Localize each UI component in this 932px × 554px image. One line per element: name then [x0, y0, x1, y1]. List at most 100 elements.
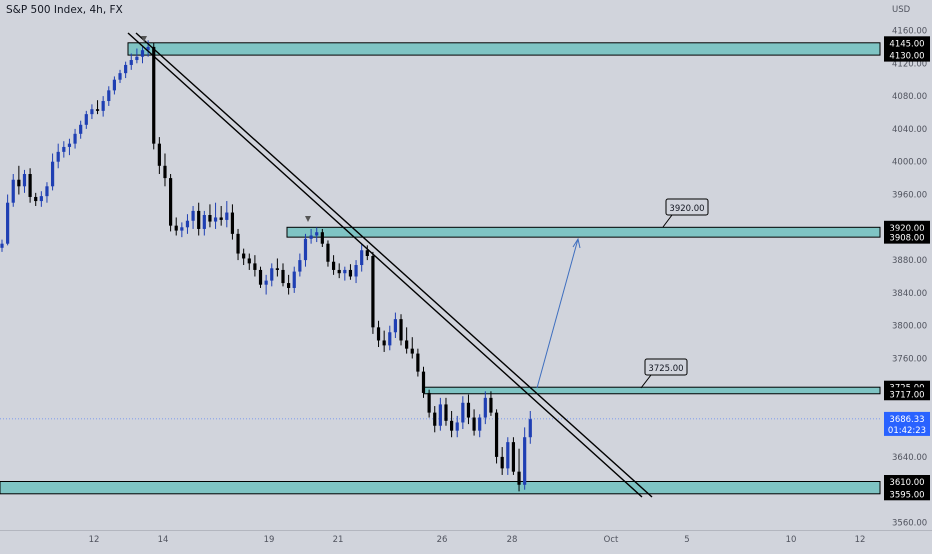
- candle-body: [174, 225, 178, 231]
- candle-body: [79, 124, 83, 134]
- x-tick-label: 21: [333, 535, 344, 545]
- candle-body: [337, 269, 341, 274]
- candle-body: [180, 227, 184, 231]
- candle-body: [62, 146, 66, 152]
- candle-body: [84, 114, 88, 125]
- y-tick-label: 4000.00: [892, 158, 927, 168]
- x-tick-label: 28: [507, 535, 518, 545]
- candle-body: [410, 348, 414, 354]
- y-tick-label: 3840.00: [892, 289, 927, 299]
- candle-body: [197, 210, 201, 229]
- candle-body: [275, 268, 279, 270]
- candle-body: [399, 319, 403, 341]
- candle-body: [360, 250, 364, 266]
- candle-body: [95, 109, 100, 111]
- candle-body: [523, 437, 527, 485]
- candle-body: [191, 210, 195, 221]
- candle-body: [45, 186, 49, 197]
- callout-label: 3920.00: [669, 204, 704, 214]
- candle-countdown-label: 01:42:23: [888, 426, 926, 436]
- callout-box: [665, 198, 709, 216]
- candle-body: [17, 179, 21, 187]
- candle-body: [478, 417, 482, 431]
- candle-body: [253, 263, 257, 270]
- candle-body: [331, 261, 336, 270]
- current-price-label: 3686.33: [889, 415, 924, 425]
- candle-body: [202, 215, 206, 229]
- x-tick-label: 12: [855, 535, 866, 545]
- x-tick-label: Oct: [604, 535, 619, 545]
- candle-body: [421, 371, 426, 393]
- candle-body: [511, 442, 516, 472]
- zone-box: [286, 226, 881, 238]
- candle-body: [264, 280, 268, 285]
- candle-body: [483, 397, 487, 418]
- trendline-upper: [127, 32, 643, 498]
- current-price-tag: [884, 411, 930, 436]
- zone-price-label: 3610.00: [889, 478, 924, 488]
- candle-body: [315, 232, 319, 236]
- candle-body: [219, 217, 223, 220]
- candle-body: [28, 174, 32, 197]
- zone-price-label: 4145.00: [889, 39, 924, 49]
- candle-body: [0, 243, 4, 248]
- plot-area[interactable]: [0, 0, 880, 530]
- zone-price-tag: [884, 387, 930, 401]
- candle-body: [236, 233, 240, 254]
- pivot-marker: [305, 216, 311, 222]
- candle-body: [56, 151, 60, 162]
- y-tick-label: 3560.00: [892, 519, 927, 529]
- candle-body: [242, 253, 246, 259]
- projection-arrowhead: [572, 237, 581, 249]
- y-tick-label: 3960.00: [892, 191, 927, 201]
- candle-body: [489, 397, 493, 413]
- candle-body: [388, 332, 392, 346]
- candle-body: [67, 143, 72, 147]
- zone-price-tag: [884, 487, 930, 501]
- x-tick-label: 12: [89, 535, 100, 545]
- candle-body: [152, 46, 156, 144]
- candle-body: [466, 402, 471, 418]
- currency-label: USD: [892, 5, 911, 15]
- y-tick-label: 3800.00: [892, 322, 927, 332]
- candle-body: [528, 419, 532, 438]
- candle-body: [258, 269, 263, 285]
- pivot-marker: [141, 36, 147, 42]
- candle-body: [393, 319, 397, 333]
- y-tick-label: 4120.00: [892, 59, 927, 69]
- y-tick-label: 3880.00: [892, 256, 927, 266]
- candle-body: [343, 269, 347, 274]
- candle-body: [270, 268, 274, 281]
- y-tick-label: 4040.00: [892, 125, 927, 135]
- candle-body: [169, 178, 173, 226]
- candle-body: [472, 417, 476, 431]
- candle-body: [405, 340, 409, 349]
- candle-body: [34, 196, 38, 202]
- zone-box: [0, 481, 881, 495]
- candle-body: [320, 232, 324, 244]
- price-axis[interactable]: [880, 0, 932, 550]
- callout-pointer: [640, 374, 652, 389]
- candle-body: [309, 235, 313, 239]
- zone-price-label: 3717.00: [889, 390, 924, 400]
- candle-body: [22, 174, 27, 187]
- callout-box: [644, 358, 688, 376]
- candle-body: [365, 250, 369, 256]
- candle-body: [163, 165, 167, 179]
- y-tick-label: 4160.00: [892, 27, 927, 37]
- zone-box: [423, 386, 881, 395]
- candle-body: [90, 109, 94, 115]
- x-tick-label: 5: [684, 535, 689, 545]
- candle-body: [107, 90, 111, 102]
- candle-body: [455, 422, 459, 431]
- zone-price-tag: [884, 230, 930, 244]
- candle-body: [500, 456, 504, 469]
- candle-body: [517, 471, 521, 485]
- candle-body: [298, 260, 302, 272]
- candle-body: [247, 258, 251, 264]
- candle-body: [208, 215, 212, 222]
- symbol-title: S&P 500 Index, 4h, FX: [6, 4, 123, 16]
- candle-body: [281, 269, 285, 284]
- x-tick-label: 19: [264, 535, 275, 545]
